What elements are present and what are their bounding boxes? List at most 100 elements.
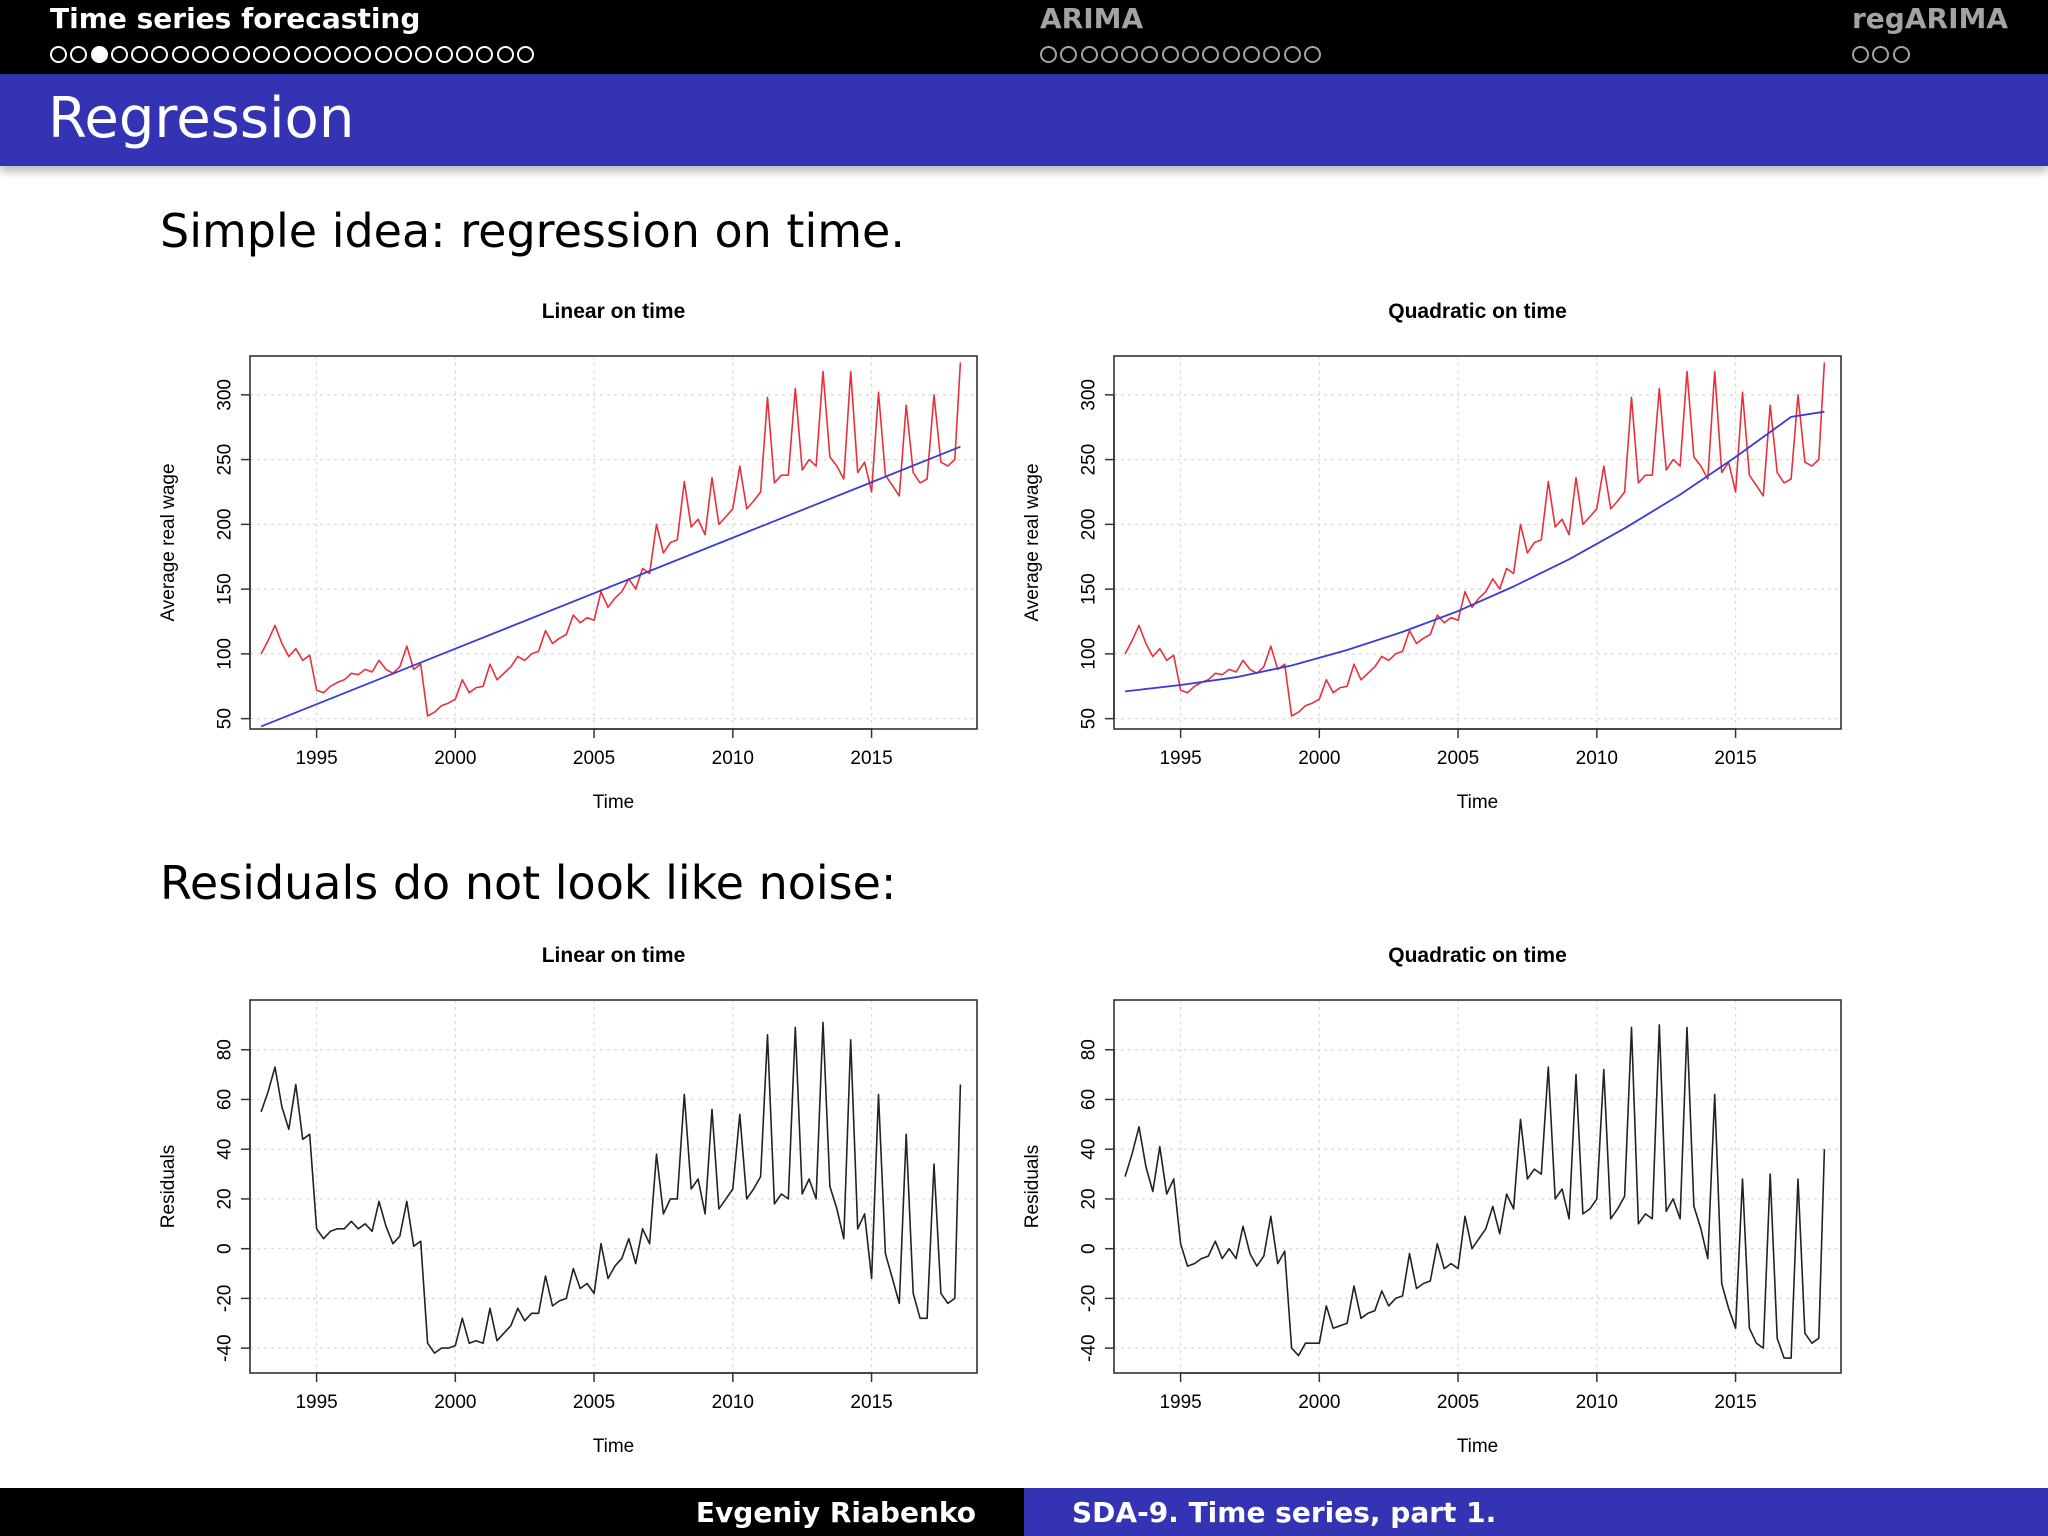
y-tick-label: 20 bbox=[1079, 1188, 1100, 1209]
nav-dot[interactable] bbox=[1182, 46, 1200, 63]
x-tick-label: 2015 bbox=[1714, 748, 1756, 769]
nav-section-title[interactable]: ARIMA bbox=[1040, 2, 1144, 35]
nav-dot[interactable] bbox=[476, 46, 494, 63]
nav-dot[interactable] bbox=[395, 46, 413, 63]
nav-dot[interactable] bbox=[273, 46, 291, 63]
chart-title: Linear on time bbox=[542, 300, 686, 323]
x-tick-label: 2000 bbox=[1298, 748, 1340, 769]
residuals-heading: Residuals do not look like noise: bbox=[160, 856, 897, 910]
x-tick-label: 2010 bbox=[712, 1392, 754, 1413]
y-tick-label: -40 bbox=[215, 1334, 236, 1361]
nav-dot[interactable] bbox=[232, 46, 250, 63]
y-tick-label: 100 bbox=[1079, 638, 1100, 670]
nav-dot[interactable] bbox=[1202, 46, 1220, 63]
y-tick-label: 200 bbox=[1079, 509, 1100, 541]
y-tick-label: 200 bbox=[215, 509, 236, 541]
x-tick-label: 2010 bbox=[1576, 1392, 1618, 1413]
y-axis-label: Average real wage bbox=[158, 463, 179, 621]
nav-progress-dots bbox=[1040, 46, 1324, 66]
y-tick-label: 150 bbox=[1079, 573, 1100, 605]
nav-dot[interactable] bbox=[151, 46, 169, 63]
nav-dot[interactable] bbox=[1283, 46, 1301, 63]
x-tick-label: 2010 bbox=[1576, 748, 1618, 769]
nav-dot[interactable] bbox=[1121, 46, 1139, 63]
nav-dot[interactable] bbox=[1852, 46, 1869, 63]
nav-dot-current[interactable] bbox=[90, 46, 108, 63]
nav-dot[interactable] bbox=[131, 46, 149, 63]
chart-4: Quadratic on time 1995 2000 2005 2010 2015 Tim… bbox=[1022, 944, 1842, 1457]
nav-dot[interactable] bbox=[1141, 46, 1159, 63]
y-tick-label: 0 bbox=[215, 1243, 236, 1254]
plot-frame bbox=[249, 999, 978, 1374]
nav-dot[interactable] bbox=[1222, 46, 1240, 63]
nav-dot[interactable] bbox=[415, 46, 433, 63]
x-tick-label: 2015 bbox=[850, 748, 892, 769]
frame-title-bar: Regression bbox=[0, 74, 2048, 166]
y-tick-label: 20 bbox=[215, 1188, 236, 1209]
nav-dot[interactable] bbox=[293, 46, 311, 63]
x-tick-label: 2015 bbox=[850, 1392, 892, 1413]
nav-dot[interactable] bbox=[496, 46, 514, 63]
y-tick-label: -40 bbox=[1079, 1334, 1100, 1361]
nav-progress-dots bbox=[50, 46, 537, 66]
x-axis-label: Time bbox=[1457, 1436, 1499, 1457]
nav-dot[interactable] bbox=[50, 46, 67, 63]
series-line-residual bbox=[260, 1021, 962, 1354]
x-tick-label: 2010 bbox=[712, 748, 754, 769]
nav-dot[interactable] bbox=[455, 46, 473, 63]
nav-dot[interactable] bbox=[1080, 46, 1098, 63]
nav-dot[interactable] bbox=[1872, 46, 1890, 63]
y-tick-label: 80 bbox=[1079, 1039, 1100, 1060]
x-tick-label: 1995 bbox=[295, 1392, 337, 1413]
nav-dot[interactable] bbox=[1263, 46, 1281, 63]
x-tick-label: 2005 bbox=[573, 1392, 615, 1413]
nav-dot[interactable] bbox=[516, 46, 534, 63]
chart-title: Linear on time bbox=[542, 944, 686, 967]
footer-author: Evgeniy Riabenko bbox=[695, 1496, 976, 1529]
x-tick-label: 1995 bbox=[295, 748, 337, 769]
nav-dot[interactable] bbox=[70, 46, 88, 63]
nav-section-title[interactable]: Time series forecasting bbox=[50, 2, 421, 35]
nav-dot[interactable] bbox=[192, 46, 210, 63]
nav-dot[interactable] bbox=[334, 46, 352, 63]
nav-dot[interactable] bbox=[252, 46, 270, 63]
x-axis-label: Time bbox=[1457, 792, 1499, 813]
nav-dot[interactable] bbox=[110, 46, 128, 63]
nav-dot[interactable] bbox=[1892, 46, 1910, 63]
nav-dot[interactable] bbox=[1303, 46, 1321, 63]
section-navigation-bar: Time series forecasting ARIMA regARIMA bbox=[0, 0, 2048, 74]
y-tick-label: 40 bbox=[215, 1139, 236, 1160]
nav-dot[interactable] bbox=[435, 46, 453, 63]
y-tick-label: 50 bbox=[215, 708, 236, 729]
nav-dot[interactable] bbox=[354, 46, 372, 63]
series-line-data bbox=[260, 362, 962, 717]
nav-dot[interactable] bbox=[212, 46, 230, 63]
nav-dot[interactable] bbox=[1242, 46, 1260, 63]
nav-dot[interactable] bbox=[171, 46, 189, 63]
footer-course-panel: SDA-9. Time series, part 1. bbox=[1024, 1488, 2048, 1536]
nav-dot[interactable] bbox=[374, 46, 392, 63]
nav-dot[interactable] bbox=[1060, 46, 1078, 63]
y-tick-label: 60 bbox=[1079, 1089, 1100, 1110]
y-tick-label: 150 bbox=[215, 573, 236, 605]
frame-title: Regression bbox=[48, 86, 355, 151]
y-tick-label: 250 bbox=[215, 444, 236, 476]
footer-course: SDA-9. Time series, part 1. bbox=[1072, 1496, 1497, 1529]
x-axis-label: Time bbox=[593, 792, 635, 813]
x-tick-label: 2000 bbox=[434, 1392, 476, 1413]
nav-dot[interactable] bbox=[313, 46, 331, 63]
nav-section-title[interactable]: regARIMA bbox=[1852, 2, 2009, 35]
nav-dot[interactable] bbox=[1161, 46, 1179, 63]
nav-dot[interactable] bbox=[1100, 46, 1118, 63]
footer-bar: Evgeniy Riabenko SDA-9. Time series, par… bbox=[0, 1488, 2048, 1536]
chart-2: Quadratic on time 1995 2000 2005 2010 2015 Tim… bbox=[1022, 300, 1842, 813]
y-tick-label: 250 bbox=[1079, 444, 1100, 476]
x-tick-label: 1995 bbox=[1159, 1392, 1201, 1413]
x-tick-label: 2005 bbox=[1437, 748, 1479, 769]
y-tick-label: 300 bbox=[215, 379, 236, 411]
y-axis-label: Residuals bbox=[1022, 1145, 1043, 1228]
x-tick-label: 2000 bbox=[1298, 1392, 1340, 1413]
y-tick-label: 100 bbox=[215, 638, 236, 670]
nav-dot[interactable] bbox=[1040, 46, 1057, 63]
y-tick-label: 0 bbox=[1079, 1243, 1100, 1254]
